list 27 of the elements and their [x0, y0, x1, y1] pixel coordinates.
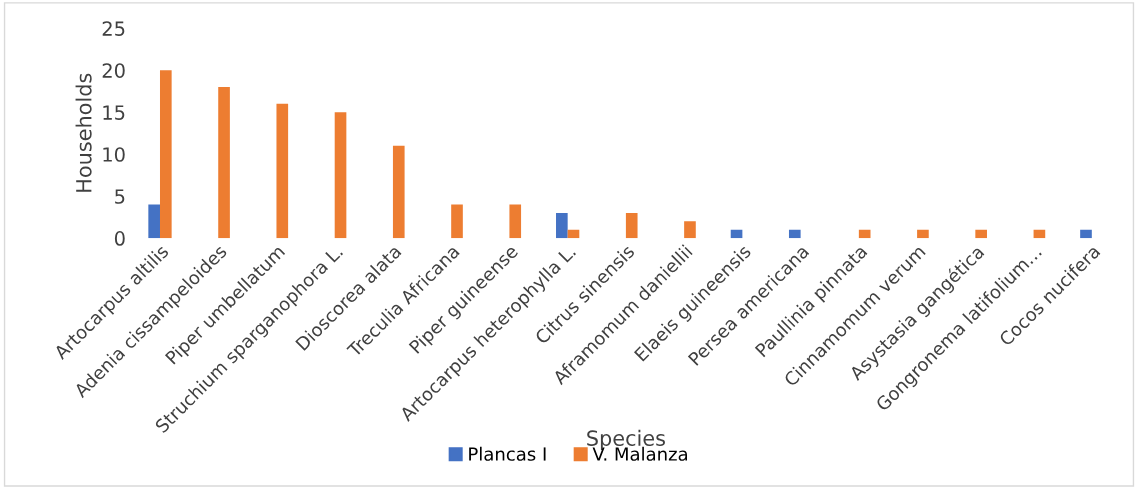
bar [451, 204, 463, 239]
y-tick-label: 5 [115, 189, 125, 204]
bar [276, 103, 289, 239]
legend-label: Plancas I [469, 446, 546, 461]
y-tick-label: 15 [103, 105, 125, 120]
bar [788, 229, 801, 239]
y-tick-label: 20 [102, 63, 125, 78]
bar [392, 145, 405, 239]
bar [858, 229, 871, 239]
y-axis-title: Households [75, 73, 92, 192]
bar [625, 212, 638, 239]
bar [1080, 229, 1092, 239]
bar [509, 204, 522, 239]
y-tick-label: 10 [103, 147, 125, 162]
bar [1033, 229, 1046, 239]
bar [148, 204, 160, 239]
bar [975, 229, 987, 239]
y-tick-label: 0 [114, 231, 125, 246]
bar [917, 229, 929, 239]
y-tick-label: 25 [102, 21, 125, 36]
bar [567, 229, 580, 239]
bar [334, 112, 347, 239]
bar [730, 229, 743, 239]
bar [684, 221, 696, 239]
bar [159, 70, 172, 239]
bar [556, 212, 568, 239]
bar [218, 87, 230, 239]
